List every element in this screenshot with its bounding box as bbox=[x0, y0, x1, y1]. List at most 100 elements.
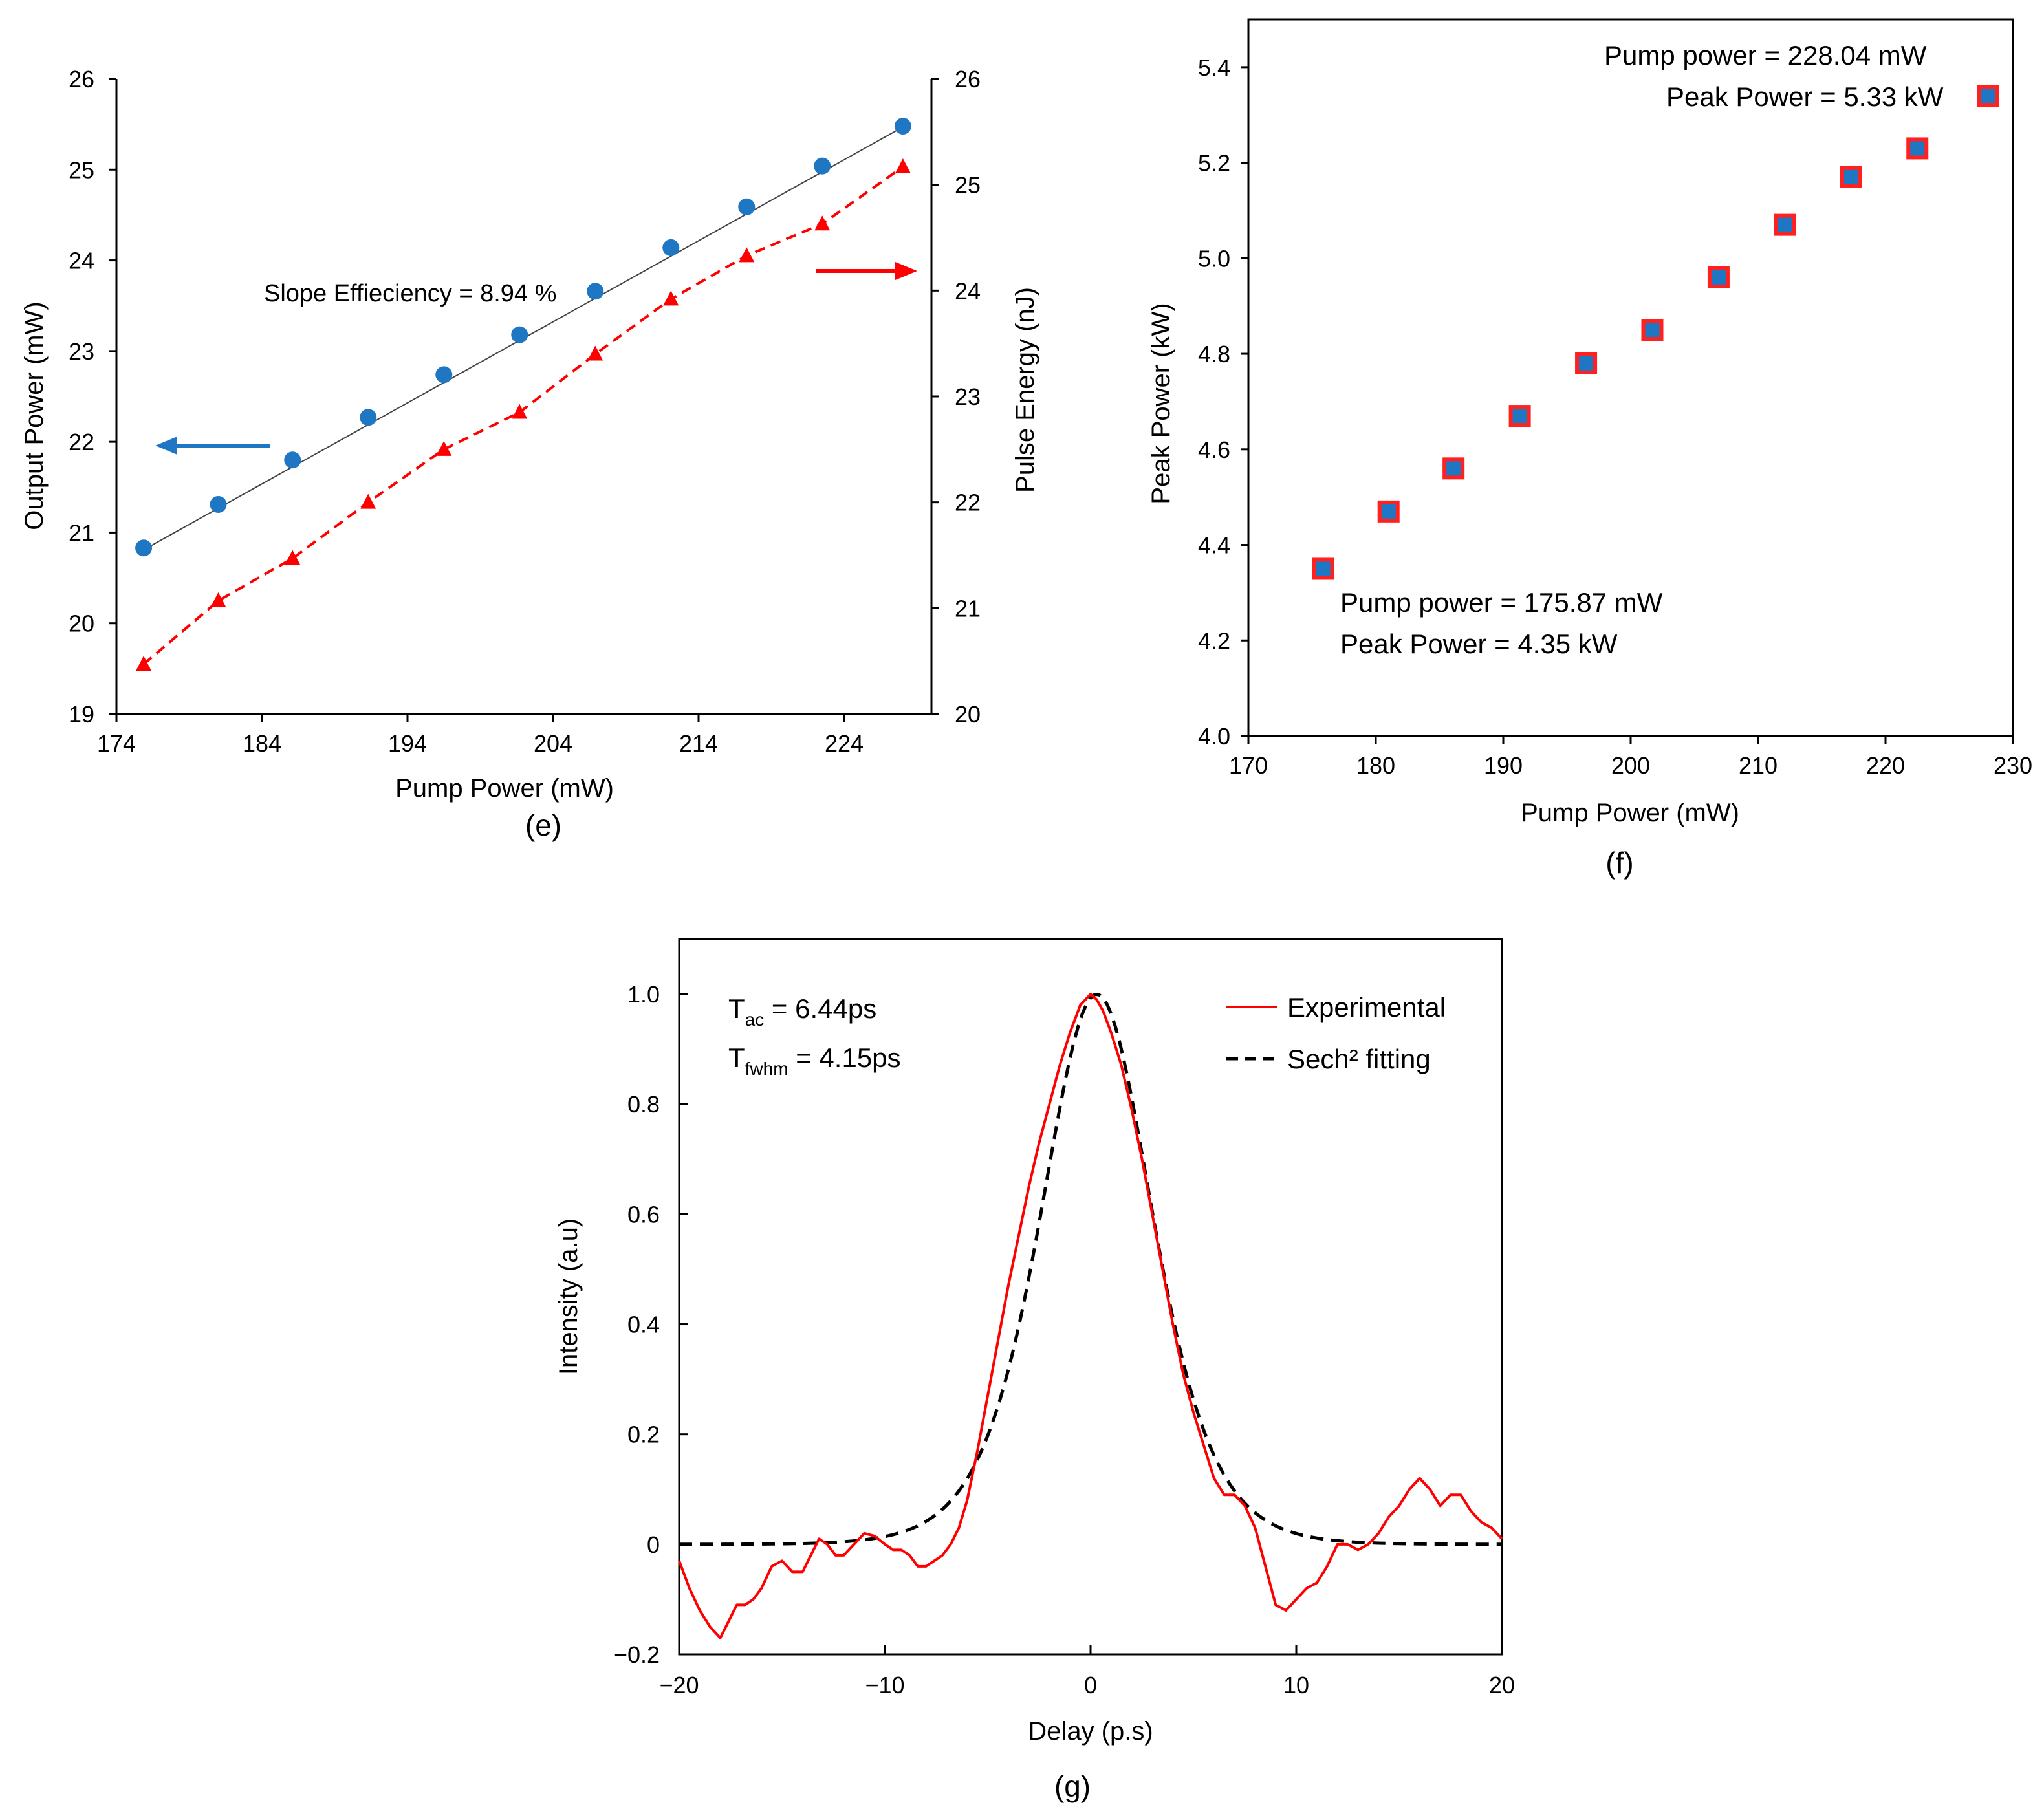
e-pulse-energy-point bbox=[512, 404, 528, 419]
e-output-power-point bbox=[360, 409, 377, 426]
g-xtick-label: 0 bbox=[1084, 1672, 1097, 1698]
f-peak-power-point bbox=[1840, 166, 1862, 188]
e-output-power-point bbox=[435, 366, 453, 384]
e-pulse-energy-point bbox=[360, 493, 376, 509]
f-peak-power-point bbox=[1442, 457, 1465, 480]
g-legend-sech2-label: Sech² fitting bbox=[1287, 1044, 1431, 1074]
f-xtick-label: 180 bbox=[1356, 752, 1395, 779]
g-xtick-label: 20 bbox=[1489, 1672, 1515, 1698]
e-xtick-label: 184 bbox=[243, 730, 281, 757]
e-left-arrow-icon bbox=[155, 437, 177, 455]
e-output-power-point bbox=[284, 451, 301, 469]
e-right-arrow-icon bbox=[895, 262, 917, 280]
e-output-power-point bbox=[814, 157, 831, 175]
f-xtick-label: 220 bbox=[1866, 752, 1905, 779]
f-annotation-bottom-2: Peak Power = 4.35 kW bbox=[1340, 629, 1618, 659]
e-pulse-energy-point bbox=[814, 215, 831, 231]
e-output-power-point bbox=[511, 326, 528, 343]
g-ytick-label: 0.4 bbox=[627, 1312, 660, 1338]
f-xtick-label: 230 bbox=[1994, 752, 2032, 779]
chart-f: 170 180 190 200 210 220 230 4.0 4.2 4.4 4.6 4.8 5.0 5… bbox=[1147, 18, 2032, 880]
g-ytick-label: 0.8 bbox=[627, 1091, 660, 1118]
f-ytick-label: 5.2 bbox=[1198, 150, 1230, 177]
e-pulse-energy-point bbox=[210, 592, 226, 607]
f-ytick-label: 5.0 bbox=[1198, 245, 1230, 272]
f-peak-power-point bbox=[1508, 405, 1531, 427]
e-ytick-label: 20 bbox=[69, 611, 94, 637]
e-ytick-label: 25 bbox=[69, 157, 94, 183]
e-xtick-label: 194 bbox=[388, 730, 427, 757]
e-y2tick-label: 23 bbox=[955, 384, 981, 410]
e-annotation: Slope Effieciency = 8.94 % bbox=[264, 280, 556, 307]
e-ytick-label: 24 bbox=[69, 248, 94, 274]
e-caption: (e) bbox=[525, 808, 561, 842]
e-xtick-label: 174 bbox=[97, 730, 136, 757]
g-caption: (g) bbox=[1054, 1769, 1091, 1803]
e-y2tick-label: 22 bbox=[955, 490, 981, 516]
f-peak-power-point bbox=[1575, 352, 1598, 374]
f-ytick-label: 4.0 bbox=[1198, 723, 1230, 750]
e-y2tick-label: 21 bbox=[955, 595, 981, 622]
g-legend-experimental-label: Experimental bbox=[1287, 992, 1446, 1023]
g-ylabel: Intensity (a.u) bbox=[554, 1218, 583, 1375]
e-y2tick-label: 24 bbox=[955, 277, 981, 304]
f-peak-power-point bbox=[1377, 500, 1400, 523]
g-sech2-fit-line bbox=[679, 993, 1503, 1546]
f-peak-power-point bbox=[1312, 557, 1334, 580]
g-ytick-label: −0.2 bbox=[614, 1641, 660, 1668]
e-xtick-label: 224 bbox=[825, 730, 864, 757]
e-output-power-point bbox=[662, 239, 680, 256]
e-ylabel: Output Power (mW) bbox=[20, 301, 49, 530]
g-xtick-label: −20 bbox=[659, 1672, 699, 1698]
g-ytick-label: 1.0 bbox=[627, 981, 660, 1008]
f-annotation-bottom-1: Pump power = 175.87 mW bbox=[1340, 587, 1663, 618]
g-ytick-label: 0.2 bbox=[627, 1422, 660, 1448]
e-ytick-label: 19 bbox=[69, 701, 94, 728]
g-annotation-tfwhm: Tfwhm = 4.15ps bbox=[728, 1043, 901, 1079]
f-peak-power-point bbox=[1641, 319, 1664, 341]
f-caption: (f) bbox=[1605, 846, 1633, 880]
f-xtick-label: 200 bbox=[1611, 752, 1650, 779]
e-pulse-energy-point bbox=[663, 290, 679, 306]
e-pulse-energy-point bbox=[436, 440, 452, 456]
chart-g: −20 −10 0 10 20 −0.2 0 0.2 0.4 0.6 0.8 1.0 Delay (p.… bbox=[554, 938, 1515, 1803]
f-peak-power-point bbox=[1707, 266, 1730, 288]
e-output-power-point bbox=[135, 539, 153, 557]
f-annotation-top-2: Peak Power = 5.33 kW bbox=[1666, 81, 1944, 112]
f-xtick-label: 190 bbox=[1484, 752, 1523, 779]
e-output-power-point bbox=[738, 198, 756, 215]
e-pulse-energy-point bbox=[895, 158, 911, 173]
e-y2label: Pulse Energy (nJ) bbox=[1011, 287, 1039, 493]
g-experimental-line bbox=[678, 993, 1503, 1639]
f-xtick-label: 210 bbox=[1739, 752, 1778, 779]
e-pulse-energy-point bbox=[587, 345, 603, 361]
chart-e: 174 184 194 204 214 224 19 20 21 22 23 24 25 26 20 21 22… bbox=[20, 66, 1039, 842]
f-xtick-label: 170 bbox=[1229, 752, 1268, 779]
e-ytick-label: 21 bbox=[69, 519, 94, 546]
g-ytick-label: 0.6 bbox=[627, 1201, 660, 1228]
f-ytick-label: 5.4 bbox=[1198, 54, 1230, 81]
f-ylabel: Peak Power (kW) bbox=[1147, 303, 1175, 504]
e-output-power-point bbox=[587, 283, 604, 300]
g-xtick-label: −10 bbox=[865, 1672, 904, 1698]
f-peak-power-point bbox=[1774, 213, 1796, 236]
e-ytick-label: 23 bbox=[69, 338, 94, 365]
e-y2tick-label: 26 bbox=[955, 66, 981, 92]
e-ytick-label: 22 bbox=[69, 429, 94, 455]
g-xtick-label: 10 bbox=[1283, 1672, 1309, 1698]
e-output-power-point bbox=[210, 495, 227, 513]
g-ytick-label: 0 bbox=[647, 1531, 660, 1558]
e-y2tick-label: 20 bbox=[955, 701, 981, 728]
e-xtick-label: 214 bbox=[679, 730, 718, 757]
f-xlabel: Pump Power (mW) bbox=[1521, 799, 1739, 827]
f-ytick-label: 4.6 bbox=[1198, 437, 1230, 463]
e-y2tick-label: 25 bbox=[955, 172, 981, 199]
e-pulse-energy-point bbox=[285, 550, 301, 565]
e-pulse-energy-point bbox=[136, 656, 152, 671]
f-ytick-label: 4.8 bbox=[1198, 341, 1230, 367]
e-xtick-label: 204 bbox=[534, 730, 572, 757]
e-ytick-label: 26 bbox=[69, 66, 94, 92]
f-ytick-label: 4.4 bbox=[1198, 532, 1230, 559]
f-annotation-top-1: Pump power = 228.04 mW bbox=[1604, 40, 1927, 70]
